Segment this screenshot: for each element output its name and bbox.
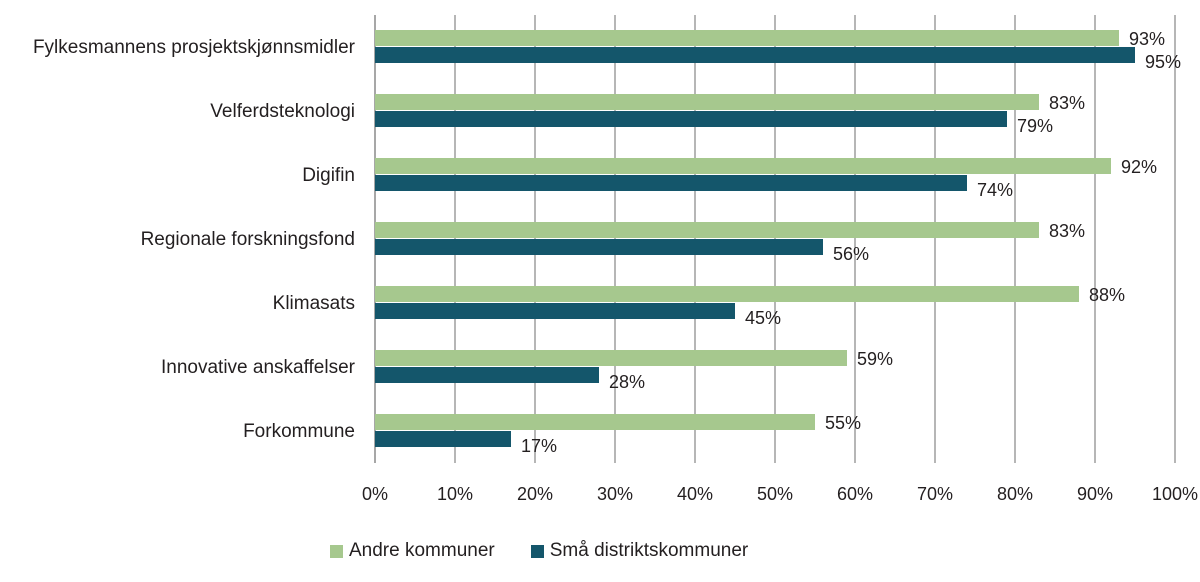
data-label: 79% — [1017, 116, 1053, 136]
bar-sma-distriktskommuner — [375, 239, 823, 255]
bar-andre-kommuner — [375, 222, 1039, 238]
data-label: 74% — [977, 180, 1013, 200]
x-tick-label: 90% — [1077, 484, 1113, 504]
category-label: Klimasats — [273, 293, 355, 314]
bar-sma-distriktskommuner — [375, 431, 511, 447]
bar-sma-distriktskommuner — [375, 111, 1007, 127]
category-label: Forkommune — [243, 421, 355, 442]
x-tick-label: 60% — [837, 484, 873, 504]
category-label: Velferdsteknologi — [210, 101, 355, 122]
data-label: 88% — [1089, 285, 1125, 305]
legend-swatch-sma-distriktskommuner — [530, 544, 544, 558]
bar-sma-distriktskommuner — [375, 175, 967, 191]
data-label: 28% — [609, 372, 645, 392]
legend-label-sma-distriktskommuner: Små distriktskommuner — [549, 540, 749, 561]
data-label: 59% — [857, 349, 893, 369]
legend-swatch-andre-kommuner — [330, 544, 343, 558]
x-tick-label: 80% — [997, 484, 1033, 504]
legend-item-andre-kommuner: Andre kommuner — [330, 540, 495, 562]
bar-andre-kommuner — [375, 94, 1039, 110]
x-tick-label: 70% — [917, 484, 953, 504]
bar-sma-distriktskommuner — [375, 303, 735, 319]
legend-item-sma-distriktskommuner: Små distriktskommuner — [530, 540, 749, 562]
x-tick-label: 30% — [597, 484, 633, 504]
data-label: 55% — [825, 413, 861, 433]
bar-sma-distriktskommuner — [375, 367, 599, 383]
data-label: 83% — [1049, 221, 1085, 241]
data-label: 56% — [833, 244, 869, 264]
bar-andre-kommuner — [375, 30, 1119, 46]
bar-andre-kommuner — [375, 414, 815, 430]
category-label: Fylkesmannens prosjektskjønnsmidler — [33, 37, 356, 58]
bar-sma-distriktskommuner — [375, 47, 1135, 63]
bar-andre-kommuner — [375, 158, 1111, 174]
category-label: Digifin — [302, 165, 355, 186]
legend-label-andre-kommuner: Andre kommuner — [349, 540, 495, 561]
x-tick-label: 100% — [1152, 484, 1198, 504]
category-label: Regionale forskningsfond — [141, 229, 355, 250]
data-label: 45% — [745, 308, 781, 328]
category-label: Innovative anskaffelser — [161, 357, 356, 378]
bar-andre-kommuner — [375, 350, 847, 366]
data-label: 92% — [1121, 157, 1157, 177]
bar-chart: 0% 10% 20% 30% 40% 50% 60% 70% 80% 90% 100% Fylkesm… — [33, 15, 1198, 504]
data-label: 95% — [1145, 52, 1181, 72]
data-label: 93% — [1129, 29, 1165, 49]
x-tick-label: 50% — [757, 484, 793, 504]
data-label: 83% — [1049, 93, 1085, 113]
data-label: 17% — [521, 436, 557, 456]
x-tick-label: 0% — [362, 484, 388, 504]
x-tick-label: 20% — [517, 484, 553, 504]
bar-andre-kommuner — [375, 286, 1079, 302]
x-tick-label: 40% — [677, 484, 713, 504]
x-tick-label: 10% — [437, 484, 473, 504]
legend: Andre kommuner Små distriktskommuner — [330, 540, 748, 562]
